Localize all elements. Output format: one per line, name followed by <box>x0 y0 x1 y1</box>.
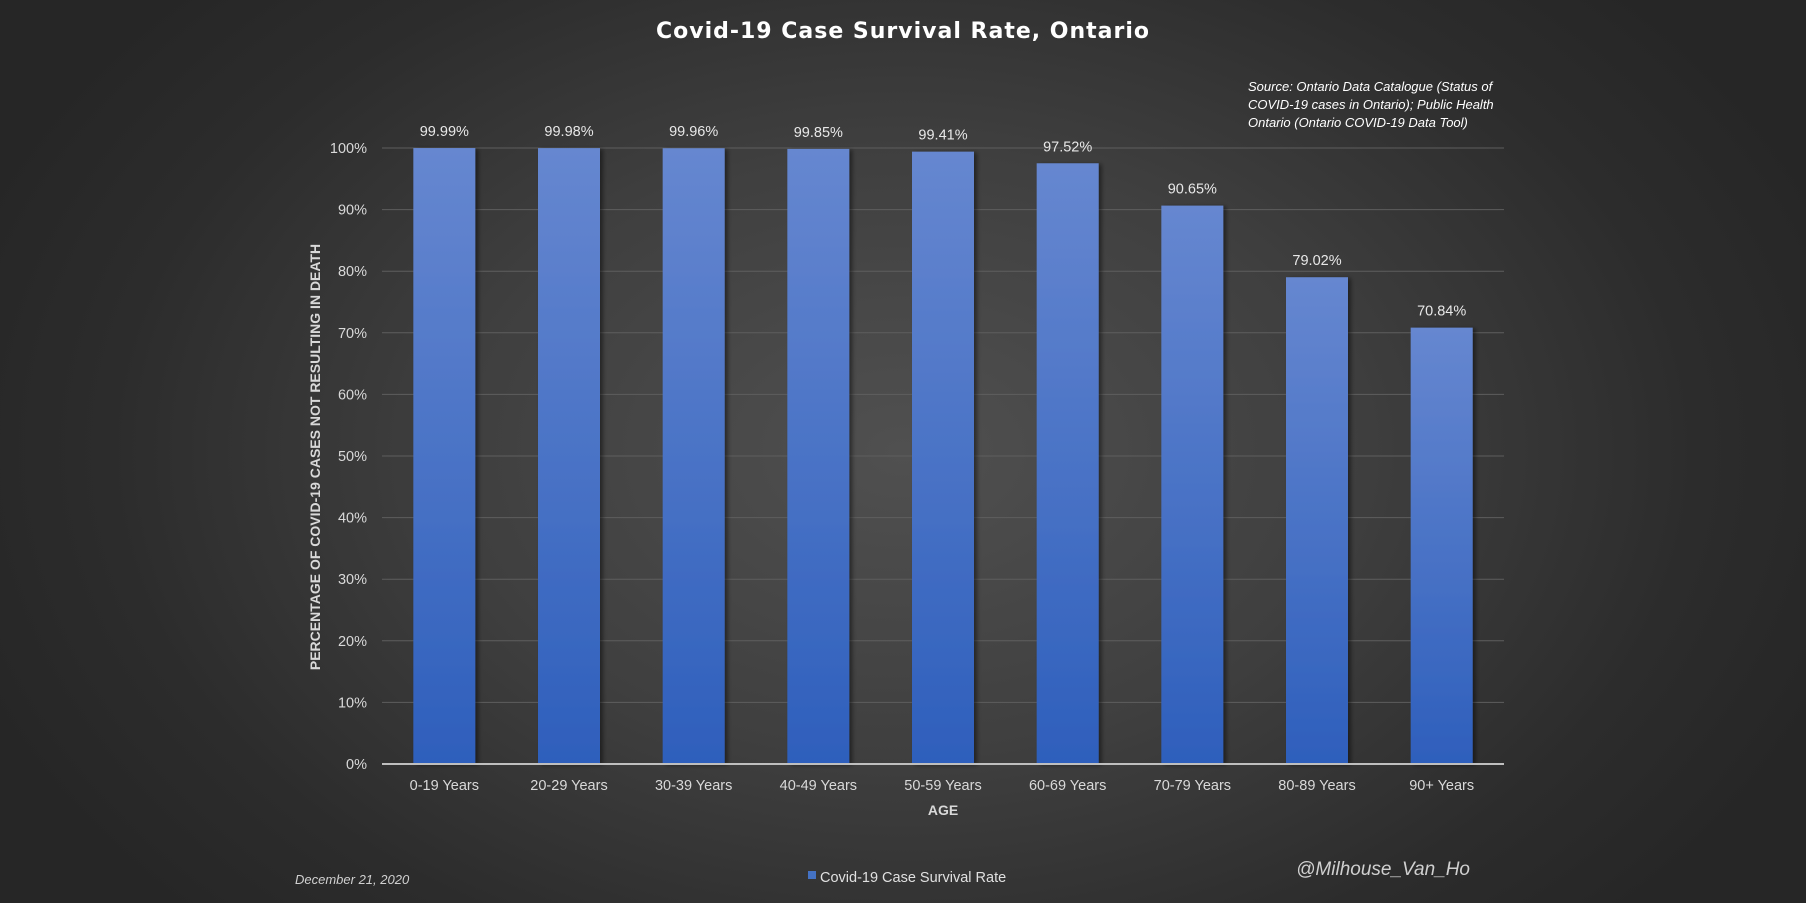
source-note-line-1: Source: Ontario Data Catalogue (Status o… <box>1248 79 1494 94</box>
bar <box>1036 163 1099 764</box>
source-note-line-3: Ontario (Ontario COVID-19 Data Tool) <box>1248 115 1468 130</box>
bar <box>662 148 725 764</box>
x-tick-label: 40-49 Years <box>780 778 857 794</box>
y-tick-label: 100% <box>330 141 367 157</box>
y-tick-label: 70% <box>338 326 367 342</box>
source-note-line-2: COVID-19 cases in Ontario); Public Healt… <box>1248 97 1494 112</box>
bar <box>912 151 974 764</box>
x-axis-ticks: 0-19 Years 20-29 Years 30-39 Years 40-49 Ye… <box>410 778 1474 794</box>
data-label: 90.65% <box>1168 182 1217 198</box>
y-axis-ticks: 0% 10% 20% 30% 40% 50% 60% 70% 80% 90% 100% <box>330 141 367 773</box>
data-label: 99.85% <box>794 125 843 141</box>
x-tick-label: 70-79 Years <box>1154 778 1231 794</box>
y-tick-label: 10% <box>338 695 367 711</box>
y-tick-label: 20% <box>338 634 367 650</box>
bar <box>538 148 600 765</box>
y-tick-label: 90% <box>338 203 367 219</box>
bar <box>1286 277 1348 764</box>
legend: Covid-19 Case Survival Rate <box>808 870 1006 886</box>
bar <box>1410 327 1473 764</box>
y-tick-label: 0% <box>346 757 367 773</box>
y-tick-label: 60% <box>338 387 367 403</box>
data-label: 97.52% <box>1043 139 1092 155</box>
data-label: 99.99% <box>420 124 469 140</box>
x-tick-label: 60-69 Years <box>1029 778 1106 794</box>
legend-label: Covid-19 Case Survival Rate <box>820 870 1006 886</box>
y-axis-title: PERCENTAGE OF COVID-19 CASES NOT RESULTI… <box>307 244 323 670</box>
bar <box>1161 205 1224 764</box>
bars <box>413 148 1473 765</box>
x-tick-label: 20-29 Years <box>530 778 607 794</box>
x-axis-title: AGE <box>928 802 958 818</box>
bar <box>413 148 476 765</box>
x-tick-label: 0-19 Years <box>410 778 479 794</box>
bar <box>787 148 850 764</box>
x-tick-label: 30-39 Years <box>655 778 732 794</box>
data-label: 99.41% <box>918 128 967 144</box>
author-handle: @Milhouse_Van_Ho <box>1296 859 1470 880</box>
data-label: 99.96% <box>669 124 718 140</box>
data-label: 79.02% <box>1292 253 1341 269</box>
y-tick-label: 50% <box>338 449 367 465</box>
data-label: 70.84% <box>1417 304 1466 320</box>
y-tick-label: 40% <box>338 511 367 527</box>
x-tick-label: 50-59 Years <box>904 778 981 794</box>
chart-title: Covid-19 Case Survival Rate, Ontario <box>656 19 1150 44</box>
x-tick-label: 90+ Years <box>1409 778 1474 794</box>
footer-date: December 21, 2020 <box>295 872 410 887</box>
legend-swatch <box>808 871 816 879</box>
data-labels: 99.99% 99.98% 99.96% 99.85% 99.41% 97.52% 90.6… <box>420 124 1467 320</box>
y-tick-label: 30% <box>338 572 367 588</box>
x-tick-label: 80-89 Years <box>1278 778 1355 794</box>
data-label: 99.98% <box>544 124 593 140</box>
y-tick-label: 80% <box>338 264 367 280</box>
